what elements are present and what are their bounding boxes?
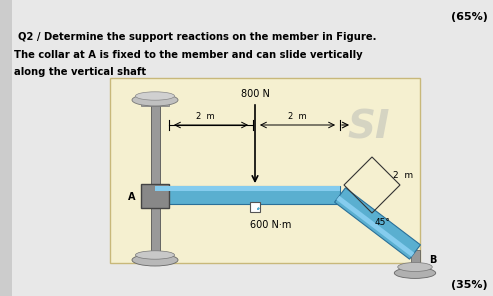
FancyArrow shape xyxy=(335,188,421,259)
Bar xyxy=(141,96,169,106)
Text: A: A xyxy=(128,192,135,202)
Bar xyxy=(141,255,169,263)
Text: 45°: 45° xyxy=(375,218,391,227)
Bar xyxy=(141,184,169,208)
Text: SI: SI xyxy=(348,108,390,146)
FancyArrowPatch shape xyxy=(258,208,259,209)
Text: 600 N·m: 600 N·m xyxy=(250,220,291,230)
Text: 800 N: 800 N xyxy=(241,89,270,99)
Text: (35%): (35%) xyxy=(452,280,488,290)
Text: 2  m: 2 m xyxy=(288,112,307,121)
Polygon shape xyxy=(336,196,415,257)
Text: Q2 / Determine the support reactions on the member in Figure.: Q2 / Determine the support reactions on … xyxy=(18,32,377,42)
Text: The collar at A is fixed to the member and can slide vertically: The collar at A is fixed to the member a… xyxy=(14,50,363,60)
Ellipse shape xyxy=(136,251,175,259)
Bar xyxy=(155,186,340,191)
Bar xyxy=(155,186,340,204)
Text: 2  m: 2 m xyxy=(393,170,413,179)
Bar xyxy=(411,250,420,270)
Ellipse shape xyxy=(132,254,178,266)
Text: (65%): (65%) xyxy=(451,12,488,22)
Bar xyxy=(151,98,160,260)
Ellipse shape xyxy=(136,92,175,100)
Bar xyxy=(250,202,260,212)
Ellipse shape xyxy=(132,94,178,106)
Ellipse shape xyxy=(394,268,436,279)
Ellipse shape xyxy=(398,263,432,271)
Text: along the vertical shaft: along the vertical shaft xyxy=(14,67,146,77)
Text: 2  m: 2 m xyxy=(196,112,214,121)
FancyBboxPatch shape xyxy=(110,78,420,263)
Text: B: B xyxy=(429,255,436,265)
Bar xyxy=(403,267,427,275)
Bar xyxy=(0,0,12,296)
